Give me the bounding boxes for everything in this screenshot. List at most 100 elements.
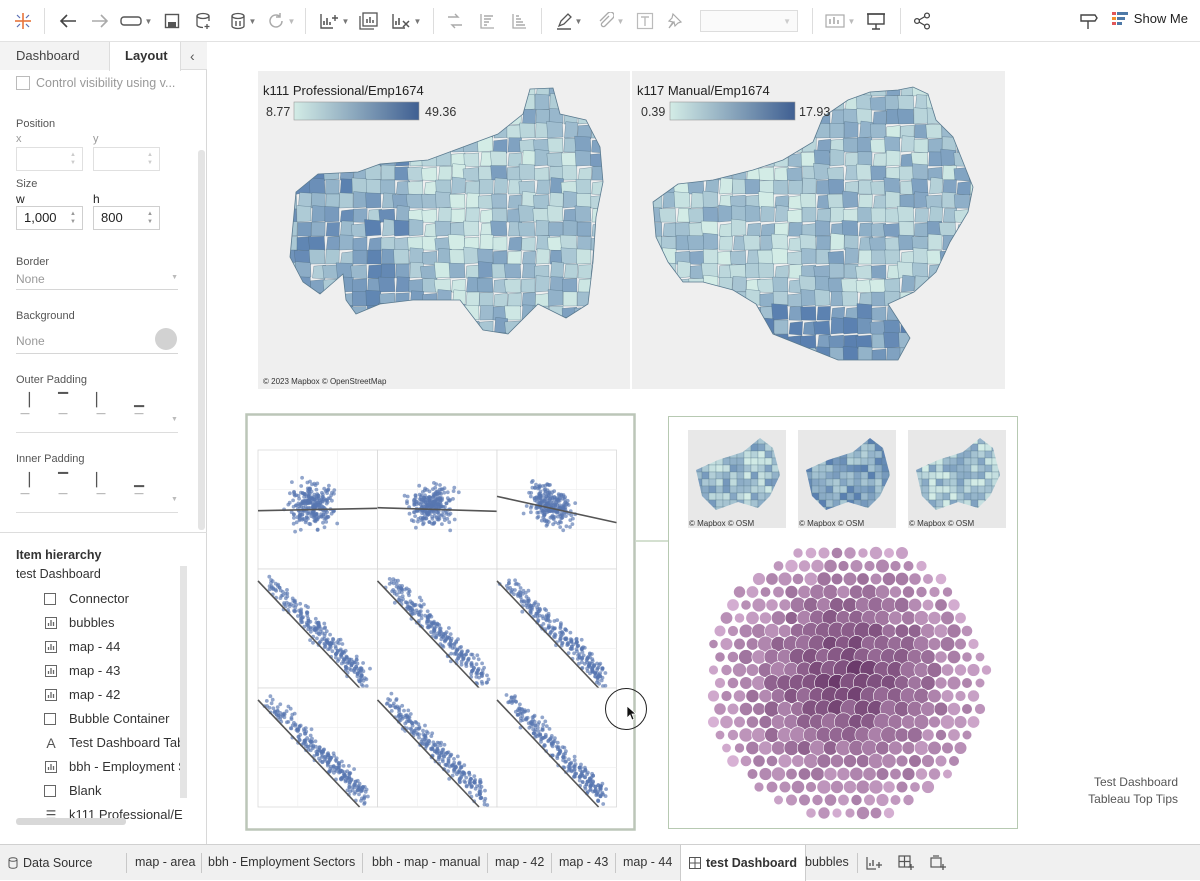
presentation-icon[interactable] — [864, 9, 888, 33]
swap-icon[interactable] — [444, 9, 466, 33]
refresh-icon[interactable]: ▼ — [264, 9, 298, 33]
hierarchy-root[interactable]: test Dashboard — [16, 567, 101, 581]
hierarchy-item[interactable]: bubbles — [44, 615, 115, 630]
new-story-icon[interactable] — [930, 845, 946, 880]
scatter-point — [550, 625, 555, 630]
chevron-down-icon[interactable]: ▼ — [171, 416, 178, 423]
width-field[interactable]: 1,000 — [16, 206, 83, 230]
tooltip-icon[interactable] — [1076, 9, 1102, 33]
padding-left-icon[interactable]: ▕ — — [20, 392, 30, 418]
tab-map-42[interactable]: map - 42 — [495, 855, 545, 869]
padding-left-icon[interactable]: ▕ — — [20, 472, 30, 498]
hierarchy-item[interactable]: bbh - Employment S — [44, 759, 187, 774]
map-region — [843, 316, 859, 335]
scatter-point — [512, 592, 516, 597]
hierarchy-item[interactable]: map - 44 — [44, 639, 120, 654]
map-region — [818, 471, 827, 480]
width-spinner-icon[interactable]: ▲ ▼ — [70, 211, 76, 225]
group-icon[interactable]: ▼ — [594, 9, 628, 33]
scatter-point — [357, 781, 362, 786]
hierarchy-hscrollbar[interactable] — [16, 818, 126, 825]
data-connection-icon[interactable]: ▼ — [118, 9, 154, 33]
hierarchy-scrollbar[interactable] — [180, 566, 187, 798]
tableau-logo-icon[interactable] — [12, 9, 34, 33]
hierarchy-item[interactable]: map - 42 — [44, 687, 120, 702]
border-dropdown[interactable]: None ▼ — [16, 272, 178, 290]
tab-map-area[interactable]: map - area — [135, 855, 196, 869]
padding-bottom-icon[interactable]: ▁ — — [134, 392, 144, 418]
redo-icon[interactable] — [88, 9, 112, 33]
x-position-field[interactable] — [16, 147, 83, 171]
hierarchy-item[interactable]: map - 43 — [44, 663, 120, 678]
chart-icon[interactable]: ▼ — [822, 9, 858, 33]
tab-map-43[interactable]: map - 43 — [559, 855, 609, 869]
map-region — [772, 276, 789, 293]
padding-right-icon[interactable]: ▏ — — [96, 472, 106, 498]
tab-bbh-map-manual[interactable]: bbh - map - manual — [372, 855, 481, 869]
fit-dropdown[interactable]: ▼ — [700, 10, 798, 32]
clear-sheet-icon[interactable]: ▼ — [388, 9, 424, 33]
x-spinner-icon[interactable]: ▲ ▼ — [70, 152, 76, 166]
show-me-button[interactable]: Show Me — [1111, 11, 1188, 26]
pause-updates-icon[interactable]: ▼ — [224, 9, 262, 33]
map-region — [816, 180, 831, 195]
tab-test-dashboard[interactable]: test Dashboard — [680, 845, 806, 881]
map-region — [465, 291, 480, 307]
tab-data-source[interactable]: Data Source — [8, 845, 92, 880]
hierarchy-item[interactable]: Bubble Container — [44, 711, 169, 726]
bubble — [791, 754, 805, 768]
scatter-point — [267, 574, 272, 579]
height-field[interactable]: 800 — [93, 206, 160, 230]
map-region — [788, 306, 803, 321]
scatter-point — [566, 640, 570, 645]
tab-layout[interactable]: Layout — [109, 42, 181, 71]
map-region — [818, 478, 827, 487]
pin-icon[interactable] — [664, 9, 686, 33]
scatter-point — [548, 496, 552, 501]
map-region — [839, 478, 848, 487]
height-spinner-icon[interactable]: ▲ ▼ — [147, 211, 153, 225]
share-icon[interactable] — [910, 9, 934, 33]
bubble — [784, 611, 799, 625]
bubble — [940, 610, 955, 626]
padding-bottom-icon[interactable]: ▁ — — [134, 472, 144, 498]
padding-right-icon[interactable]: ▏ — — [96, 392, 106, 418]
hierarchy-item[interactable]: Connector — [44, 591, 129, 606]
duplicate-sheet-icon[interactable] — [358, 9, 380, 33]
highlight-icon[interactable]: ▼ — [552, 9, 586, 33]
w-label: w — [16, 192, 25, 206]
undo-icon[interactable] — [56, 9, 80, 33]
layout-scrollbar[interactable] — [198, 150, 205, 530]
tab-bubbles[interactable]: bubbles — [805, 855, 849, 869]
y-position-field[interactable] — [93, 147, 160, 171]
control-visibility-checkbox[interactable] — [16, 76, 30, 90]
chevron-down-icon[interactable]: ▼ — [171, 496, 178, 503]
background-field[interactable]: None — [16, 334, 178, 354]
collapse-panel-icon[interactable]: ‹ — [190, 48, 195, 64]
bubble — [753, 781, 765, 793]
scatter-point — [478, 787, 482, 792]
new-data-source-icon[interactable] — [192, 9, 214, 33]
hierarchy-item[interactable]: A Test Dashboard Tabl — [44, 735, 187, 751]
padding-top-icon[interactable]: ▔ — — [58, 392, 68, 418]
background-color-swatch[interactable] — [155, 328, 177, 350]
tab-dashboard[interactable]: Dashboard — [0, 42, 109, 70]
sort-descending-icon[interactable] — [508, 9, 530, 33]
hierarchy-item[interactable]: Blank — [44, 783, 102, 798]
sort-ascending-icon[interactable] — [476, 9, 498, 33]
save-icon[interactable] — [162, 9, 182, 33]
tab-map-44[interactable]: map - 44 — [623, 855, 673, 869]
label-icon[interactable] — [634, 9, 656, 33]
tab-bbh-employment-sectors[interactable]: bbh - Employment Sectors — [208, 855, 356, 869]
new-worksheet-icon[interactable] — [866, 845, 882, 880]
new-dashboard-icon[interactable] — [898, 845, 914, 880]
scatter-point — [431, 495, 435, 499]
bubble — [738, 649, 754, 665]
bubble — [772, 560, 784, 572]
map-region — [935, 506, 944, 510]
padding-top-icon[interactable]: ▔ — — [58, 472, 68, 498]
sheet-icon — [44, 760, 58, 774]
new-worksheet-icon[interactable]: ▼ — [316, 9, 352, 33]
y-spinner-icon[interactable]: ▲ ▼ — [147, 152, 153, 166]
map-region — [830, 233, 845, 251]
